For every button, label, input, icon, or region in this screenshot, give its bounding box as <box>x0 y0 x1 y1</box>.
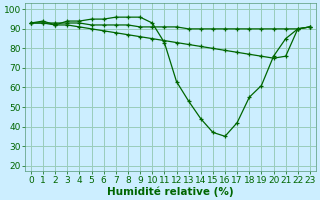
X-axis label: Humidité relative (%): Humidité relative (%) <box>107 186 234 197</box>
